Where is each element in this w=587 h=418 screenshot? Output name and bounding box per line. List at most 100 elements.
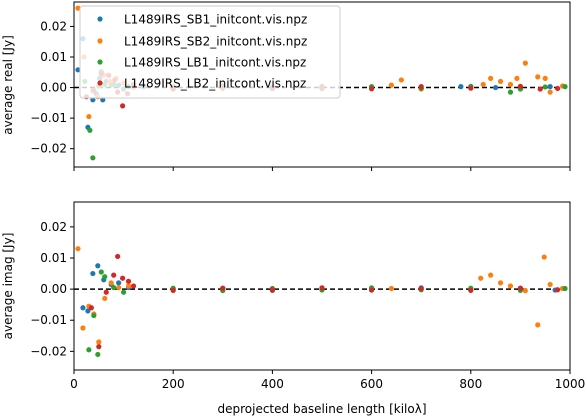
top-point-s1-17 xyxy=(514,75,520,81)
bottom-y-axis-label: average imag [Jy] xyxy=(1,233,15,340)
legend-label-lb2: L1489IRS_LB2_initcont.vis.npz xyxy=(124,77,306,91)
bottom-point-s1-11 xyxy=(388,285,395,292)
legend-label-lb1: L1489IRS_LB1_initcont.vis.npz xyxy=(124,56,306,70)
bottom-y-tick-label: −0.02 xyxy=(30,344,67,358)
top-point-s0-18 xyxy=(458,84,464,90)
legend-marker-lb1 xyxy=(97,59,103,65)
top-point-s3-14 xyxy=(418,84,424,90)
bottom-point-s3-6 xyxy=(125,278,132,284)
legend-item-lb1: L1489IRS_LB1_initcont.vis.npz xyxy=(97,56,306,70)
top-plot-frame xyxy=(73,1,571,168)
bottom-point-s1-7 xyxy=(116,284,122,291)
top-panel: −0.02 −0.01 0.00 0.01 0.02 average real [Jy]… xyxy=(1,1,571,171)
top-point-s3-18 xyxy=(555,85,561,92)
x-tick-label: 1000 xyxy=(555,377,586,391)
top-point-s1-21 xyxy=(547,89,553,95)
bottom-y-tick-label: 0.02 xyxy=(40,220,67,234)
top-y-tick-label: 0.01 xyxy=(40,50,67,64)
bottom-point-s3-16 xyxy=(555,287,561,293)
bottom-point-s3-12 xyxy=(369,287,375,293)
bottom-point-s2-6 xyxy=(121,289,127,295)
top-y-axis-label: average real [Jy] xyxy=(1,35,15,135)
legend-item-sb2: L1489IRS_SB2_initcont.vis.npz xyxy=(97,35,307,49)
top-point-s1-0 xyxy=(75,5,81,11)
legend-marker-lb2 xyxy=(97,80,103,86)
bottom-point-s2-15 xyxy=(562,285,568,292)
x-tick-label: 400 xyxy=(261,377,284,391)
top-point-s2-18 xyxy=(562,84,568,90)
top-point-s0-21 xyxy=(547,84,553,90)
top-point-s2-1 xyxy=(87,127,93,133)
legend-label-sb2: L1489IRS_SB2_initcont.vis.npz xyxy=(124,35,307,49)
bottom-point-s1-0 xyxy=(75,246,81,252)
top-point-s3-16 xyxy=(517,83,524,89)
top-point-s1-15 xyxy=(497,78,504,85)
bottom-point-s3-5 xyxy=(120,275,126,281)
legend-marker-sb1 xyxy=(97,16,103,22)
bottom-point-s1-1 xyxy=(80,325,86,331)
bottom-point-s2-5 xyxy=(111,284,117,291)
bottom-point-s3-13 xyxy=(418,285,424,292)
bottom-point-s3-10 xyxy=(269,287,275,293)
top-y-tick-label: 0.02 xyxy=(40,19,67,33)
bottom-point-s0-3 xyxy=(95,263,101,269)
top-point-s1-19 xyxy=(535,74,541,80)
top-point-s1-10 xyxy=(388,82,395,88)
top-point-s1-13 xyxy=(480,81,486,88)
top-point-s2-2 xyxy=(90,155,96,161)
bottom-point-s3-15 xyxy=(517,285,524,291)
bottom-point-s2-4 xyxy=(102,274,108,280)
x-tick-label: 600 xyxy=(360,377,383,391)
bottom-panel: −0.02 −0.01 0.00 0.01 0.02 0 200 400 600 800 1000… xyxy=(1,201,586,391)
bottom-point-s1-5 xyxy=(102,295,108,302)
bottom-plot-frame xyxy=(73,201,571,371)
bottom-point-s3-1 xyxy=(96,344,102,350)
bottom-point-s3-3 xyxy=(111,272,117,278)
bottom-y-ticks: −0.02 −0.01 0.00 0.01 0.02 xyxy=(30,220,74,358)
x-tick-label: 800 xyxy=(459,377,482,391)
top-point-s0-0 xyxy=(75,67,81,73)
top-point-s3-17 xyxy=(537,86,543,92)
bottom-point-s0-2 xyxy=(90,270,96,277)
top-point-s1-18 xyxy=(522,60,528,66)
bottom-point-s3-8 xyxy=(170,287,176,293)
bottom-point-s1-14 xyxy=(497,280,504,286)
bottom-point-s3-0 xyxy=(88,305,94,311)
top-point-s2-15 xyxy=(507,89,514,95)
bottom-point-s1-12 xyxy=(478,275,484,281)
legend-item-lb2: L1489IRS_LB2_initcont.vis.npz xyxy=(97,77,306,91)
top-point-s0-19 xyxy=(493,84,499,91)
bottom-point-s3-11 xyxy=(319,285,325,291)
bottom-point-s3-7 xyxy=(130,283,137,289)
legend-box xyxy=(79,5,341,99)
bottom-point-s1-16 xyxy=(522,288,528,294)
bottom-point-s1-18 xyxy=(541,254,547,260)
top-point-s1-2 xyxy=(86,113,92,120)
bottom-point-s0-6 xyxy=(116,280,122,286)
bottom-point-s3-9 xyxy=(220,285,226,291)
bottom-point-s3-2 xyxy=(103,289,109,295)
top-point-s2-17 xyxy=(542,84,548,90)
bottom-point-s3-4 xyxy=(115,253,121,260)
x-axis-label: deprojected baseline length [kiloλ] xyxy=(217,402,426,416)
top-x-ticks xyxy=(73,167,571,171)
x-tick-label: 200 xyxy=(162,377,185,391)
legend: L1489IRS_SB1_initcont.vis.npz L1489IRS_S… xyxy=(79,5,341,99)
bottom-point-s1-17 xyxy=(535,322,541,328)
top-point-s1-11 xyxy=(398,77,404,83)
bottom-point-s1-8 xyxy=(125,283,132,289)
bottom-data-points xyxy=(75,246,568,358)
top-point-s3-13 xyxy=(369,86,375,92)
bottom-point-s1-19 xyxy=(547,281,553,288)
bottom-point-s1-13 xyxy=(488,272,494,278)
bottom-point-s1-4 xyxy=(96,339,102,345)
top-y-tick-label: 0.00 xyxy=(40,81,67,95)
top-point-s3-15 xyxy=(468,85,474,91)
top-y-tick-label: −0.01 xyxy=(30,111,67,125)
top-point-s1-20 xyxy=(542,75,548,81)
x-tick-label: 0 xyxy=(70,377,78,391)
top-y-ticks: −0.02 −0.01 0.00 0.01 0.02 xyxy=(30,19,74,156)
bottom-point-s0-0 xyxy=(80,305,86,311)
bottom-y-tick-label: −0.01 xyxy=(30,313,67,327)
